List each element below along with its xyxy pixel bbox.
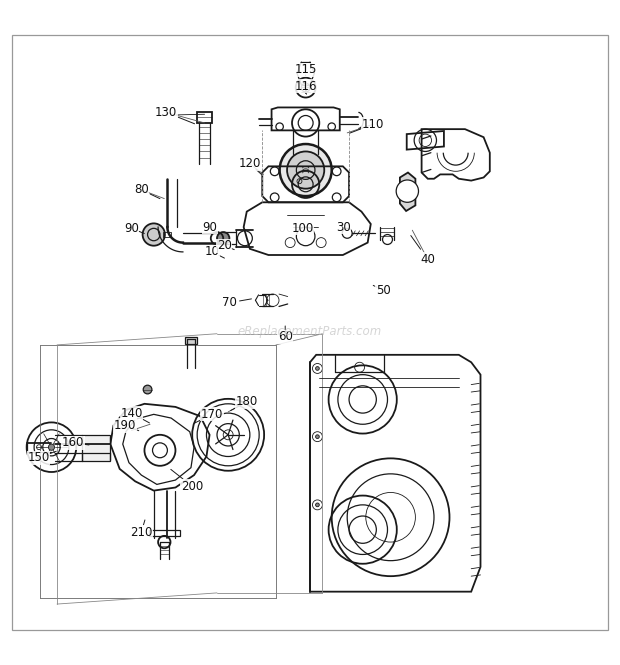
Bar	[163, 232, 170, 237]
Text: 90: 90	[202, 221, 217, 233]
Bar	[82, 435, 110, 462]
Text: 90: 90	[124, 222, 139, 235]
Text: 170: 170	[201, 408, 223, 421]
Circle shape	[143, 223, 165, 245]
Polygon shape	[400, 172, 415, 211]
Circle shape	[396, 180, 418, 202]
Circle shape	[280, 144, 332, 196]
Circle shape	[316, 366, 319, 370]
Circle shape	[143, 385, 152, 394]
Bar	[185, 337, 197, 344]
Circle shape	[316, 435, 319, 438]
Text: 120: 120	[239, 158, 261, 170]
Circle shape	[217, 232, 229, 245]
Circle shape	[48, 444, 55, 450]
Text: 115: 115	[294, 63, 317, 76]
Text: 160: 160	[62, 436, 84, 450]
Text: 140: 140	[120, 406, 143, 420]
Text: 130: 130	[155, 106, 177, 119]
Text: 200: 200	[181, 479, 203, 493]
Text: 70: 70	[222, 296, 237, 309]
Bar	[197, 112, 212, 123]
Text: 110: 110	[362, 118, 384, 131]
Circle shape	[287, 152, 324, 189]
Text: 190: 190	[114, 419, 136, 432]
Text: 100: 100	[291, 222, 314, 235]
Circle shape	[316, 503, 319, 507]
Text: 20: 20	[217, 239, 232, 252]
Text: 180: 180	[236, 396, 258, 408]
Text: 210: 210	[130, 525, 153, 539]
Text: 50: 50	[376, 284, 391, 297]
Text: 80: 80	[134, 184, 149, 196]
Text: eReplacementParts.com: eReplacementParts.com	[238, 325, 382, 338]
Text: 40: 40	[420, 253, 435, 266]
Text: 150: 150	[27, 452, 50, 464]
Text: 116: 116	[294, 80, 317, 93]
Bar	[149, 529, 180, 536]
Text: 10: 10	[205, 245, 219, 259]
Text: 30: 30	[336, 221, 351, 233]
Text: 60: 60	[278, 331, 293, 343]
